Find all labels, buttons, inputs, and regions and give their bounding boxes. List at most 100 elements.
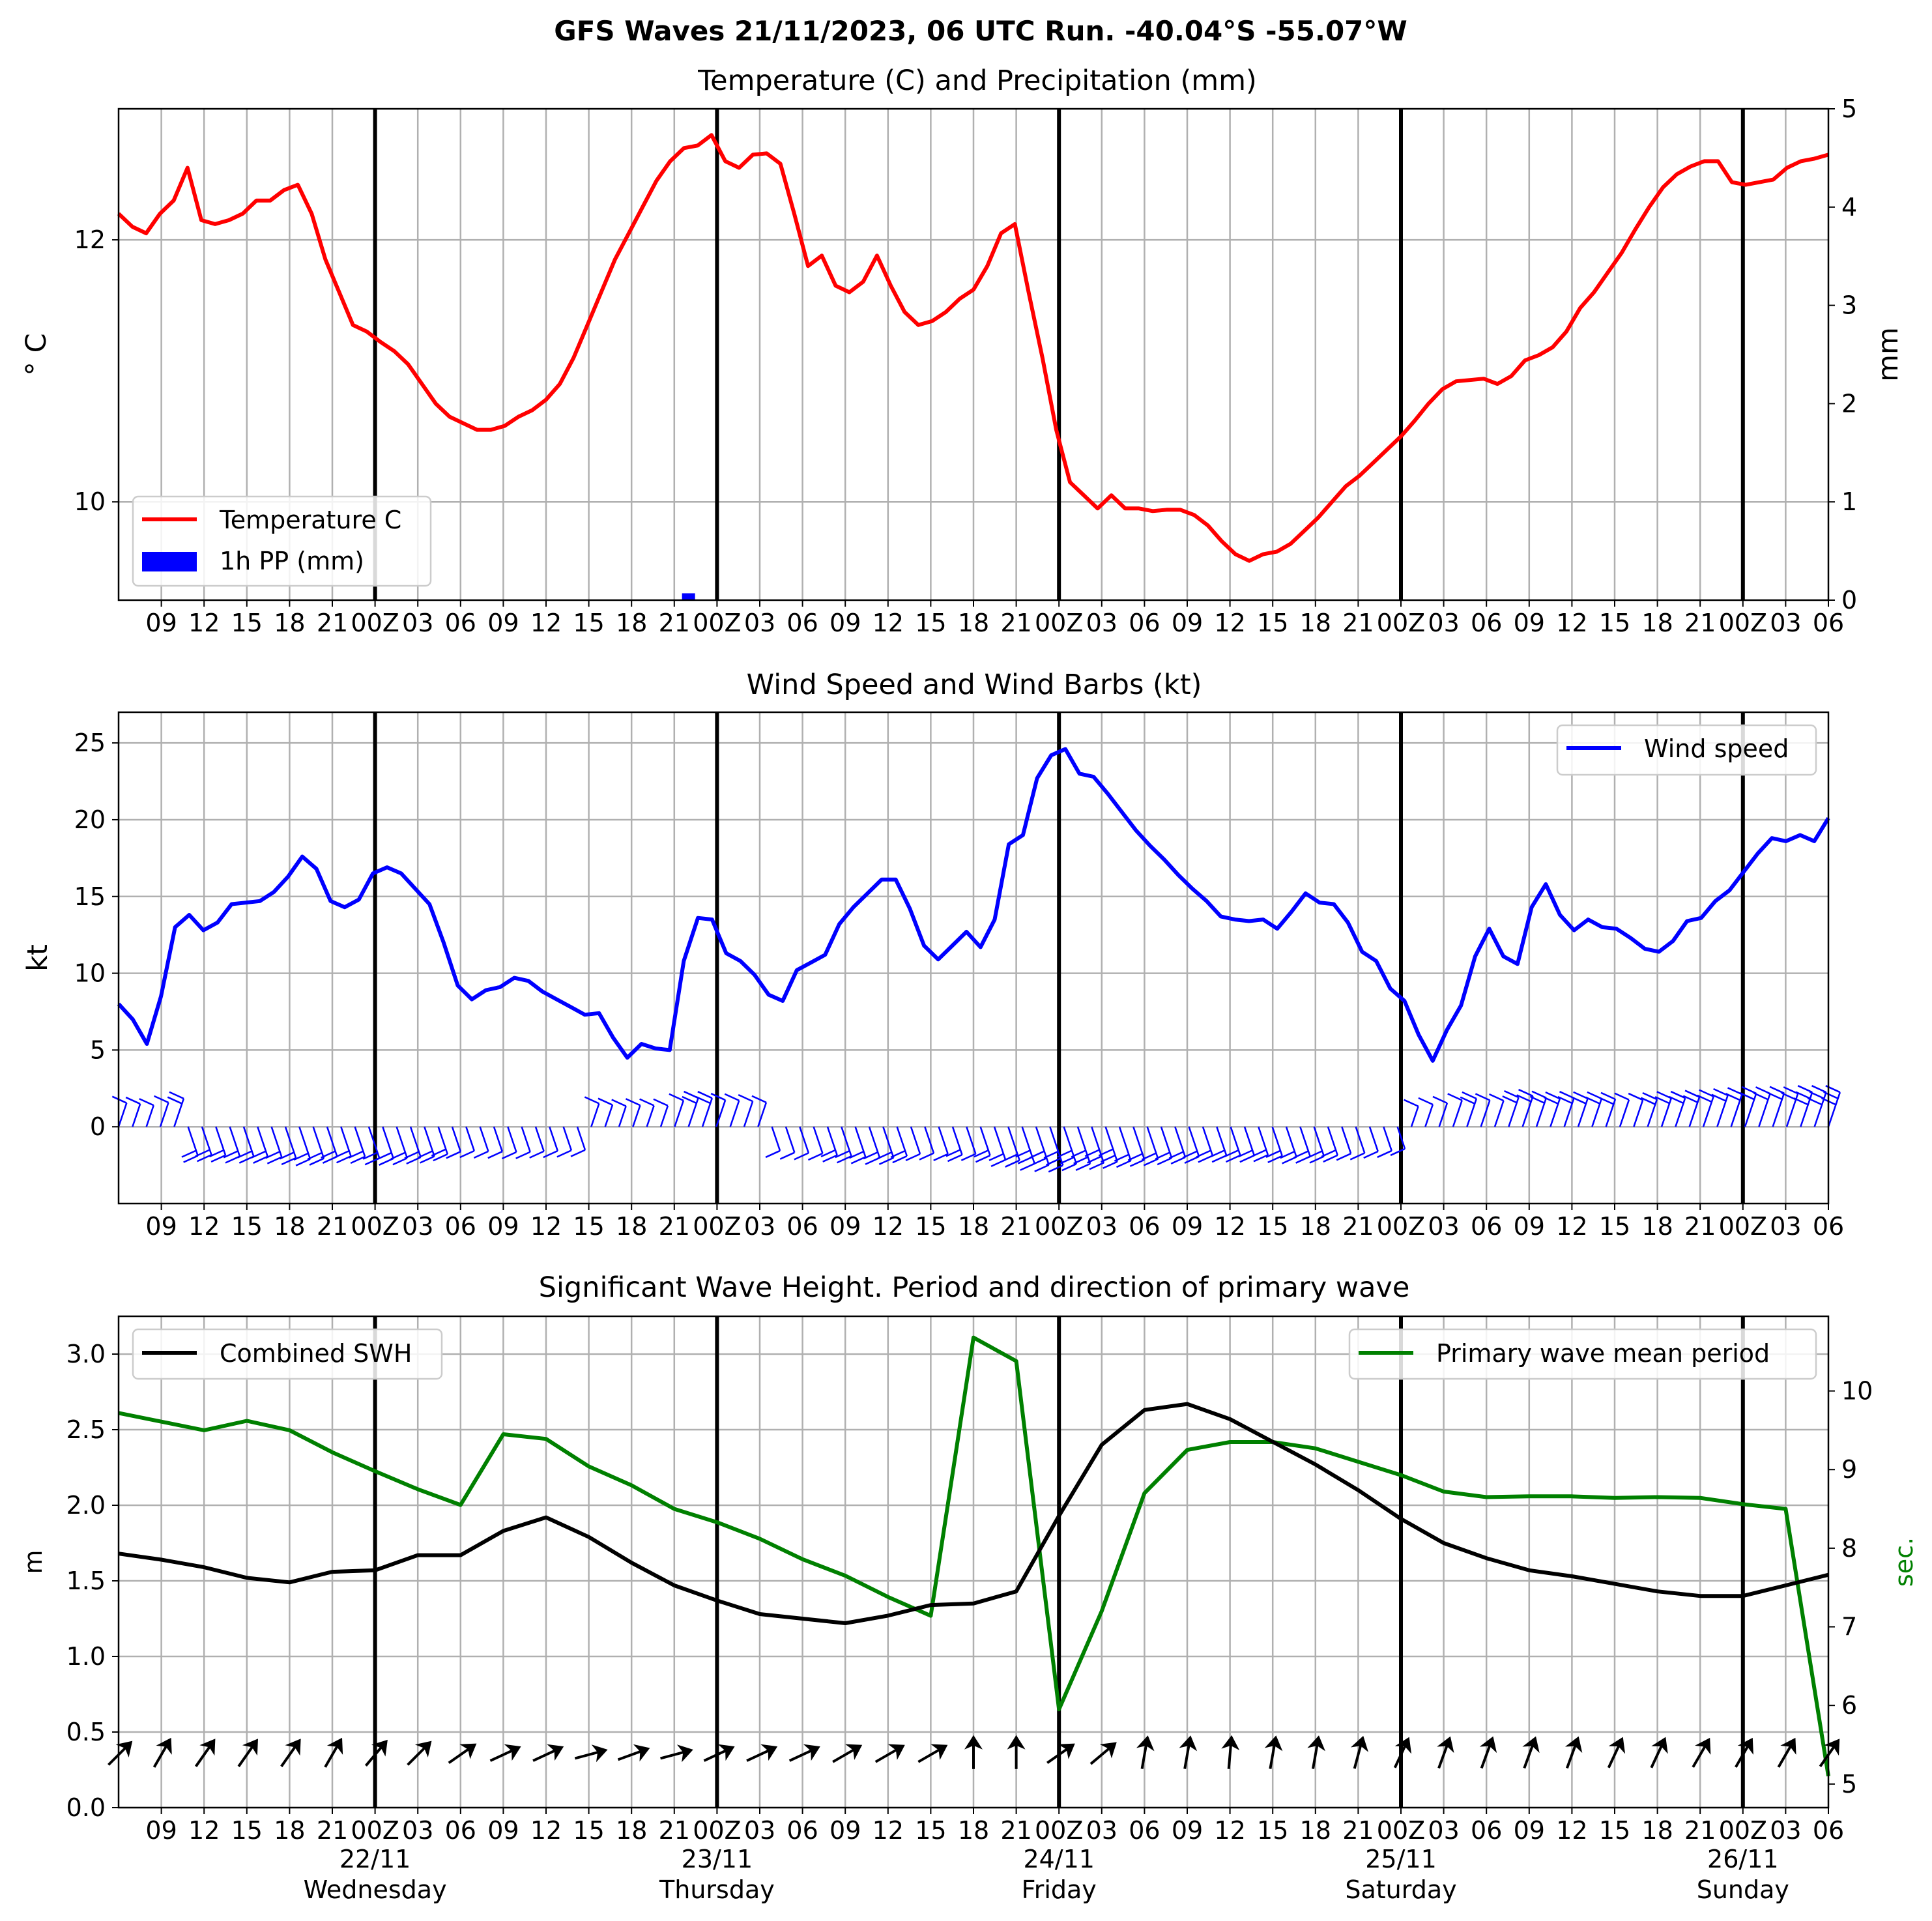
- wind-barb: [348, 1126, 366, 1164]
- wind-barb: [1543, 1091, 1561, 1127]
- wind-barb: [1628, 1092, 1644, 1127]
- barb-flag: [169, 1091, 184, 1100]
- arrow-head: [930, 1744, 948, 1760]
- barb-flag: [1143, 1158, 1159, 1166]
- wind-barb: [639, 1098, 655, 1127]
- x-tick-label: 09: [487, 1816, 519, 1845]
- y-tick-label: 25: [74, 729, 106, 757]
- wave-arrow: [237, 1739, 259, 1767]
- barb-flag: [253, 1155, 268, 1164]
- barb-flag: [1224, 1149, 1239, 1158]
- x-tick-label: 12: [1214, 1212, 1245, 1241]
- barb-staff: [576, 1126, 586, 1151]
- wind-barb: [1251, 1126, 1269, 1163]
- x-tick-label: 15: [1257, 1212, 1288, 1241]
- arrow-shaft: [1523, 1744, 1535, 1769]
- barb-staff: [132, 1103, 141, 1127]
- x-tick-label: 21: [1342, 609, 1374, 637]
- barb-flag: [1753, 1092, 1768, 1101]
- wave-grid: [119, 1316, 1828, 1809]
- day-date-label: 26/11: [1707, 1845, 1779, 1873]
- barb-flag: [1280, 1151, 1295, 1159]
- barb-flag: [990, 1159, 1006, 1167]
- arrow-head: [1824, 1739, 1840, 1756]
- barb-flag: [1295, 1155, 1311, 1164]
- barb-flag: [682, 1095, 697, 1105]
- x-tick-label: 18: [274, 1816, 305, 1845]
- barb-flag: [1015, 1149, 1031, 1158]
- x-tick-label: 12: [1214, 609, 1245, 637]
- wave-arrow: [1136, 1735, 1155, 1769]
- barb-flag: [1239, 1155, 1255, 1163]
- x-tick-label: 06: [1471, 1816, 1502, 1845]
- wind-barb: [1003, 1126, 1020, 1168]
- barb-staff: [1452, 1100, 1463, 1127]
- day-name-label: Sunday: [1697, 1875, 1789, 1904]
- y-tick-label: 3: [1841, 291, 1857, 320]
- x-tick-label: 18: [616, 1816, 647, 1845]
- barb-flag: [973, 1149, 989, 1158]
- y-tick-label: 20: [74, 805, 106, 834]
- x-tick-label: 06: [1129, 1816, 1160, 1845]
- y-tick-label: 6: [1841, 1691, 1857, 1720]
- wind-barb: [807, 1126, 824, 1161]
- barb-flag: [1404, 1099, 1419, 1107]
- barb-flag: [1475, 1093, 1490, 1101]
- barb-flag: [379, 1157, 394, 1166]
- barb-flag: [1795, 1091, 1811, 1099]
- barb-flag: [362, 1151, 378, 1160]
- wave-arrow: [194, 1739, 216, 1767]
- x-tick-label: 21: [317, 609, 348, 637]
- legend-box: [132, 495, 432, 587]
- barb-flag: [1516, 1094, 1532, 1103]
- arrow-head: [504, 1744, 521, 1761]
- precip-y-ticks: 0 1 2 3 4 5: [1828, 94, 1857, 614]
- wind-barb: [487, 1126, 503, 1159]
- wind-barb: [724, 1093, 740, 1127]
- arrow-head: [1350, 1735, 1368, 1752]
- x-tick-label: 06: [1813, 1212, 1844, 1241]
- barb-flag: [905, 1153, 921, 1161]
- barb-flag: [1823, 1091, 1839, 1099]
- y-tick-label: 2.5: [66, 1415, 106, 1444]
- x-tick-label: 15: [1599, 1212, 1630, 1241]
- x-tick-label: 00Z: [693, 1212, 741, 1241]
- barb-flag: [1293, 1150, 1309, 1159]
- arrow-head: [459, 1743, 477, 1759]
- wave-period-line: [118, 1335, 1830, 1777]
- wind-barb: [543, 1126, 558, 1159]
- y-tick-label: 8: [1841, 1534, 1857, 1563]
- swh-legend: Combined SWH: [132, 1328, 443, 1380]
- x-tick-label: 09: [487, 1212, 519, 1241]
- arrow-shaft: [1312, 1744, 1319, 1769]
- arrow-head: [845, 1744, 863, 1760]
- wave-y-label: m: [19, 1550, 48, 1574]
- wind-barb: [919, 1126, 935, 1161]
- barb-flag: [1543, 1096, 1559, 1105]
- wind-barb: [1488, 1093, 1505, 1127]
- barb-flag: [1048, 1164, 1063, 1173]
- arrow-shaft: [448, 1747, 470, 1765]
- y-tick-label: 12: [74, 225, 106, 254]
- x-tick-label: 03: [1770, 1212, 1801, 1241]
- x-tick-label: 18: [958, 1816, 989, 1845]
- barb-staff: [1383, 1126, 1392, 1151]
- x-tick-label: 09: [829, 1212, 861, 1241]
- barb-flag: [295, 1158, 311, 1166]
- barb-flag: [697, 1091, 713, 1099]
- barb-staff: [715, 1099, 727, 1127]
- barb-flag: [1531, 1090, 1547, 1099]
- barb-staff: [159, 1102, 169, 1127]
- wind-barb: [751, 1095, 768, 1127]
- y-tick-label: 5: [1841, 1770, 1857, 1798]
- arrow-head: [1307, 1735, 1325, 1752]
- barb-flag: [1046, 1157, 1061, 1166]
- wind-barb: [1015, 1126, 1035, 1171]
- wind-barb: [653, 1098, 669, 1127]
- arrow-shaft: [1227, 1744, 1232, 1769]
- barb-flag: [225, 1155, 240, 1164]
- wind-barb: [111, 1095, 128, 1127]
- wind-barb: [1557, 1091, 1575, 1127]
- barb-flag: [1807, 1097, 1823, 1106]
